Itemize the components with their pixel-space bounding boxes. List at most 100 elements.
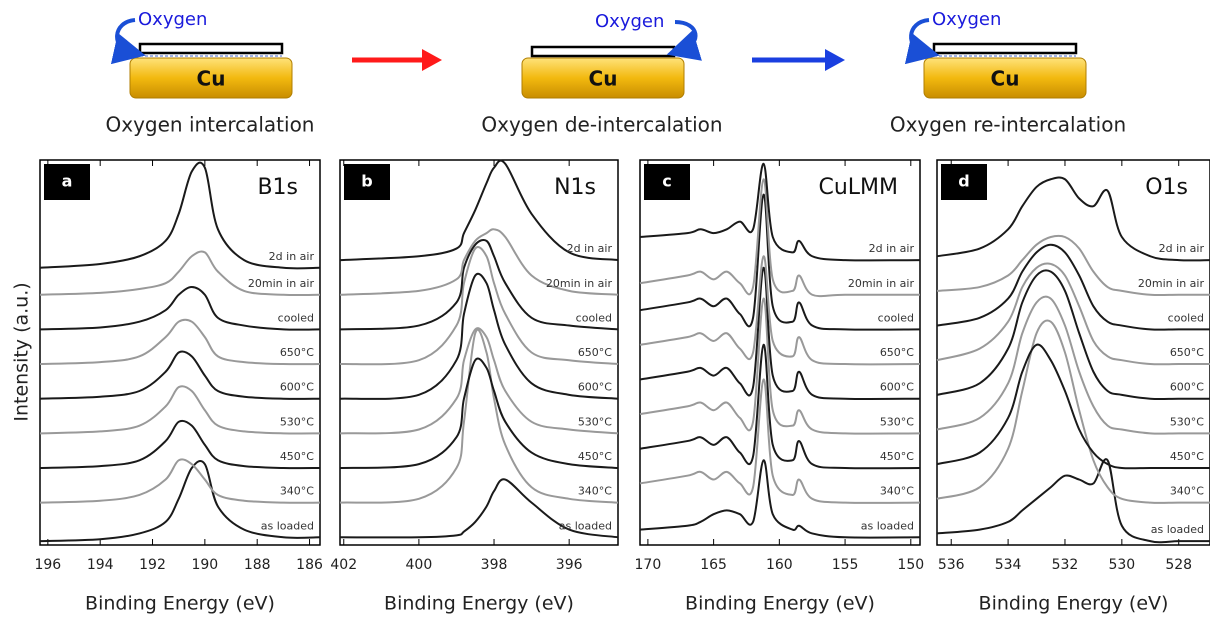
plot-frame xyxy=(339,159,619,546)
spectrum xyxy=(39,161,321,270)
spectrum xyxy=(339,478,619,539)
series-label: 2d in air xyxy=(567,242,613,255)
x-tick-label: 396 xyxy=(556,557,583,573)
x-axis-label: Binding Energy (eV) xyxy=(979,593,1169,615)
spectrum xyxy=(639,178,920,298)
caption: Oxygen intercalation xyxy=(106,113,315,137)
caption: Oxygen re-intercalation xyxy=(890,113,1126,137)
spectrum xyxy=(39,460,321,543)
series-label: 530°C xyxy=(280,415,314,428)
spectrum xyxy=(936,234,1210,297)
spectrum xyxy=(339,272,619,400)
x-tick-label: 536 xyxy=(938,557,965,573)
series-label: 340°C xyxy=(880,485,914,498)
spectrum xyxy=(339,328,619,504)
spectrum xyxy=(639,255,921,366)
spectrum xyxy=(639,162,921,262)
x-tick-label: 170 xyxy=(635,557,662,573)
spectrum xyxy=(936,319,1210,504)
series-label: 650°C xyxy=(1170,346,1204,359)
cu-block xyxy=(521,57,685,99)
series-label: 600°C xyxy=(578,381,612,394)
series-label: 450°C xyxy=(1170,450,1204,463)
oxygen-label: Oxygen xyxy=(932,9,1001,30)
panel-label: b xyxy=(361,172,372,191)
x-tick-label: 400 xyxy=(406,557,433,573)
spectrum xyxy=(639,193,921,331)
spectrum xyxy=(39,286,321,331)
series-label: 450°C xyxy=(280,450,314,463)
series-label: 340°C xyxy=(1170,485,1204,498)
x-axis-label: Binding Energy (eV) xyxy=(85,593,275,615)
step-deintercalation: Oxygen Cu Oxygen de-intercalation xyxy=(481,11,722,137)
oxygen-label: Oxygen xyxy=(138,9,207,30)
series-label: 600°C xyxy=(280,381,314,394)
x-tick-label: 190 xyxy=(191,557,218,573)
series-label: 530°C xyxy=(1170,415,1204,428)
series-label: 650°C xyxy=(880,346,914,359)
spectrum xyxy=(339,239,619,331)
series-label: cooled xyxy=(576,311,612,324)
spectrum xyxy=(39,385,321,435)
spectrum xyxy=(39,250,321,297)
x-axis-label: Binding Energy (eV) xyxy=(685,593,875,615)
spectrum xyxy=(39,318,321,366)
series-label: as loaded xyxy=(559,519,612,532)
series-label: 450°C xyxy=(578,450,612,463)
spectrum xyxy=(339,159,619,262)
panel: a B1s 196 194 192 190 188 186 Binding Energy (eV… xyxy=(34,159,323,615)
spectrum xyxy=(936,458,1210,544)
red-arrow-head xyxy=(422,49,442,71)
x-tick-label: 186 xyxy=(296,557,323,573)
spectrum xyxy=(936,295,1210,435)
x-tick-label: 192 xyxy=(139,557,166,573)
caption: Oxygen de-intercalation xyxy=(481,113,722,137)
oxygen-label: Oxygen xyxy=(595,11,664,32)
layer xyxy=(530,45,676,58)
spectrum xyxy=(639,297,921,435)
spectrum xyxy=(639,266,921,400)
spectrum xyxy=(639,343,921,470)
spectrum xyxy=(936,262,1210,366)
layer xyxy=(138,42,284,55)
x-tick-label: 398 xyxy=(481,557,508,573)
step-intercalation: Oxygen Cu Oxygen intercalation xyxy=(106,9,315,137)
x-tick-label: 150 xyxy=(897,557,924,573)
panel-badge xyxy=(644,164,690,200)
panel-badge xyxy=(44,164,90,200)
spectrum xyxy=(936,176,1210,262)
arrow xyxy=(666,20,702,61)
x-tick-label: 160 xyxy=(766,557,793,573)
series-label: 450°C xyxy=(880,450,914,463)
spectrum xyxy=(339,228,619,296)
panel-title: B1s xyxy=(257,175,298,200)
panel-title: O1s xyxy=(1145,175,1188,200)
panel-label: c xyxy=(662,172,671,191)
x-tick-label: 530 xyxy=(1108,557,1135,573)
series-label: cooled xyxy=(878,311,914,324)
plots: a B1s 196 194 192 190 188 186 Binding Energy (eV… xyxy=(34,159,1210,615)
panel: b N1s 402 400 398 396 Binding Energy (eV) as lo… xyxy=(330,159,619,615)
series-label: 20min in air xyxy=(248,277,315,290)
series-label: 340°C xyxy=(280,485,314,498)
series-label: 20min in air xyxy=(546,277,613,290)
series-label: as loaded xyxy=(1151,523,1204,536)
blue-arrow-head xyxy=(825,49,845,71)
panel: d O1s 536 534 532 530 528 Binding Energy (eV) as… xyxy=(936,159,1210,615)
x-axis-label: Binding Energy (eV) xyxy=(384,593,574,615)
spectrum xyxy=(339,357,619,469)
panel-label: d xyxy=(958,172,969,191)
cu-label: Cu xyxy=(991,67,1020,91)
series-label: 600°C xyxy=(880,381,914,394)
series-label: as loaded xyxy=(261,519,314,532)
x-tick-label: 196 xyxy=(34,557,61,573)
series-label: 2d in air xyxy=(869,242,915,255)
x-tick-label: 188 xyxy=(244,557,271,573)
y-axis-label: Intensity (a.u.) xyxy=(11,282,33,421)
x-tick-label: 155 xyxy=(832,557,859,573)
panel: c CuLMM 170 165 160 155 150 Binding Energy (eV)… xyxy=(635,159,924,615)
layer xyxy=(932,42,1078,55)
series-label: 2d in air xyxy=(269,250,315,263)
panel-badge xyxy=(344,164,390,200)
series-label: 530°C xyxy=(880,415,914,428)
